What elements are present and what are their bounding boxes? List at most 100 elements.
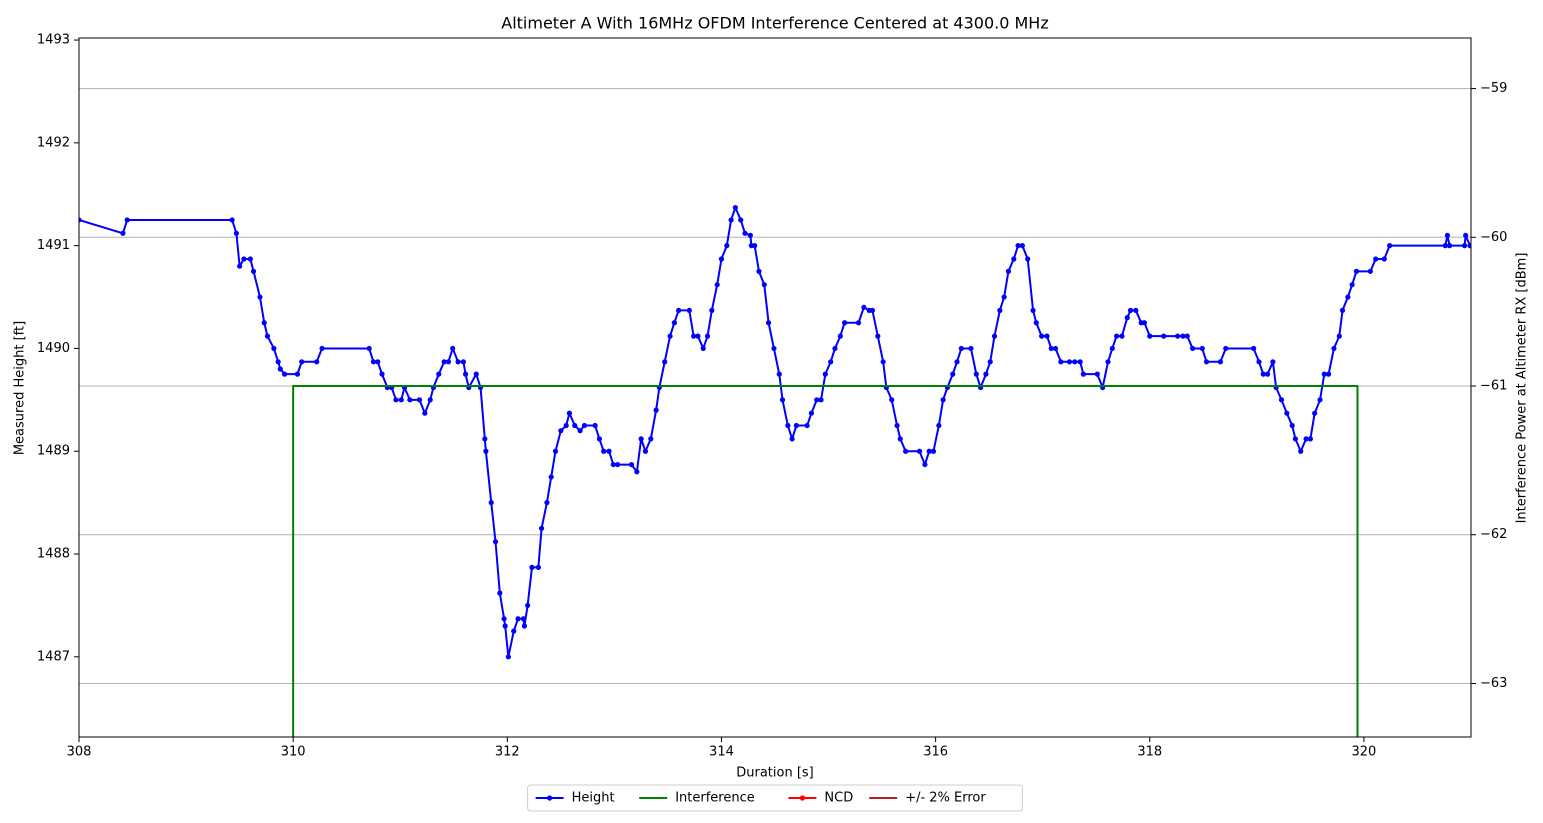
data-point [1264,371,1271,377]
data-point [1223,345,1229,352]
y-tick-label: 1487 [37,649,70,664]
data-point [1019,243,1025,249]
data-point [261,320,267,326]
y-tick-label: 1490 [37,341,70,356]
data-point [455,359,461,365]
legend: Height Interference NCD +/- 2% Error [527,784,1023,812]
x-tick-label: 308 [67,745,92,760]
data-point [718,256,725,262]
x-tick-label: 314 [709,745,734,760]
data-point [776,371,782,377]
data-point [724,243,730,249]
data-point [1289,422,1295,429]
data-point [488,500,494,506]
y-tick-label: 1488 [37,547,70,562]
data-point [614,461,621,468]
data-point [1105,359,1111,365]
data-point [393,397,399,403]
data-point [1030,307,1036,314]
data-point [686,307,692,314]
data-point [581,422,588,429]
data-point [1161,333,1167,339]
data-point [855,320,862,326]
data-point [747,232,753,238]
data-point [407,397,413,403]
data-point [521,623,528,629]
data-point [229,217,235,223]
data-point [752,243,758,249]
data-point [732,205,738,211]
data-point [1127,307,1134,314]
data-point [482,436,488,442]
data-point [950,371,956,377]
data-point [662,359,668,365]
data-point [319,345,325,352]
data-point [544,500,550,506]
data-point [922,461,928,468]
data-point [804,422,810,429]
data-point [563,422,569,429]
data-point [916,448,923,454]
data-point [894,422,900,429]
data-point [1077,359,1083,365]
data-point [1292,436,1298,442]
data-point [738,217,744,223]
data-point [1199,345,1205,352]
y2-tick-label: −62 [1480,527,1507,542]
data-point [277,366,283,372]
data-point [473,371,479,377]
data-point [502,623,508,629]
data-point [728,217,734,223]
data-point [1325,371,1332,377]
data-point [520,616,526,622]
data-point [610,461,616,468]
data-point [1331,345,1337,352]
data-point [1094,371,1100,377]
data-point [436,371,442,377]
data-point [1033,320,1039,326]
data-point [671,320,677,326]
data-point [501,616,507,622]
data-point [1005,268,1012,274]
data-point [648,436,654,442]
legend-marker [547,795,553,801]
data-point [548,474,554,480]
data-point [1260,371,1266,377]
data-point [1387,243,1393,249]
data-point [529,564,535,570]
data-point [1373,256,1379,262]
data-point [704,333,711,339]
data-point [1312,410,1318,416]
data-point [765,320,772,326]
data-point [601,448,607,454]
y2-axis-label: Interference Power at Altimeter RX [dBm] [1515,253,1530,524]
data-point [483,448,489,454]
data-point [1133,307,1139,314]
data-point [700,345,706,352]
data-point [1298,448,1304,454]
data-point [691,333,697,339]
data-point [1251,345,1257,352]
data-point [241,256,247,262]
data-point [250,268,257,274]
data-point [237,263,243,269]
data-point [1124,315,1130,321]
data-point [818,397,824,403]
data-point [1072,359,1078,365]
data-point [926,448,932,454]
data-point [281,371,288,377]
data-point [897,436,903,442]
data-point [822,371,828,377]
data-point [1025,256,1031,262]
data-point [954,359,960,365]
data-point [1339,307,1346,314]
data-point [1467,243,1471,249]
data-point [880,359,886,365]
legend-label: Height [572,791,615,806]
data-point [422,410,428,416]
x-tick-label: 310 [281,745,306,760]
data-point [247,256,253,262]
y2-tick-label: −61 [1480,379,1507,394]
data-point [450,345,456,352]
data-point [983,371,989,377]
